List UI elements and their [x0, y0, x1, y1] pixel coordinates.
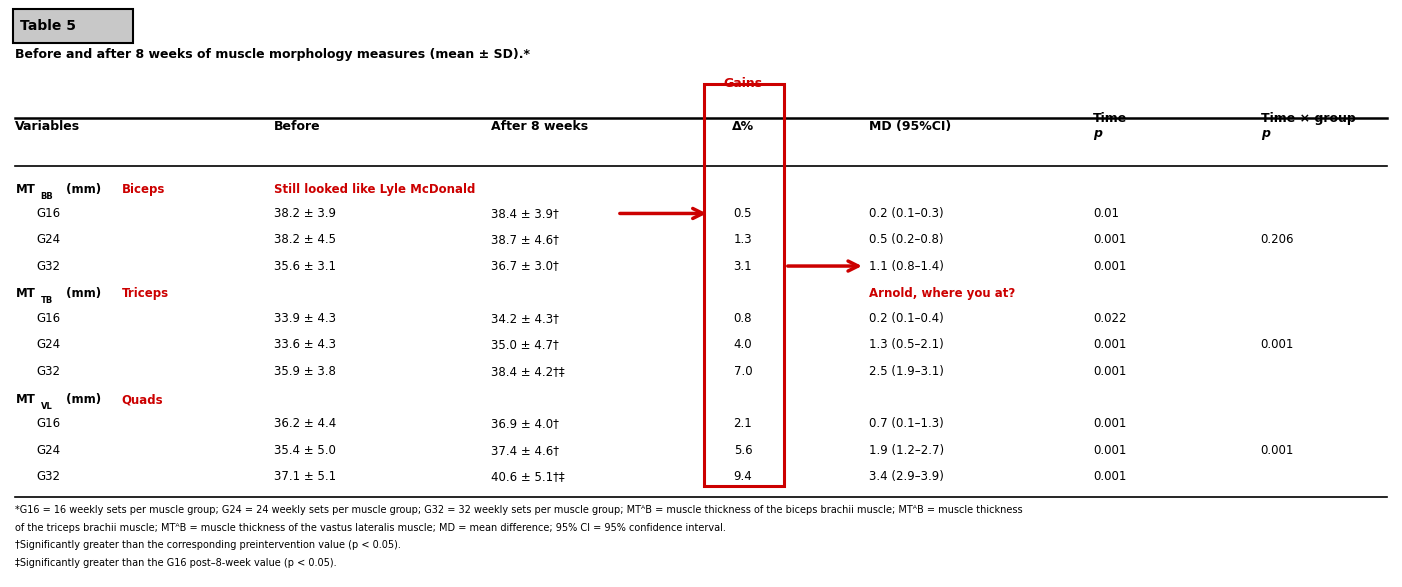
- Text: Variables: Variables: [15, 120, 80, 133]
- Text: Biceps: Biceps: [122, 183, 165, 196]
- Text: Triceps: Triceps: [122, 287, 168, 300]
- Text: 0.001: 0.001: [1092, 339, 1126, 352]
- Text: TB: TB: [41, 296, 53, 305]
- Text: Δ%: Δ%: [732, 120, 754, 133]
- Text: G16: G16: [36, 207, 60, 220]
- Text: (mm): (mm): [62, 287, 105, 300]
- Text: †Significantly greater than the corresponding preintervention value (p < 0.05).: †Significantly greater than the correspo…: [15, 540, 401, 550]
- Text: of the triceps brachii muscle; MTᴬB = muscle thickness of the vastus lateralis m: of the triceps brachii muscle; MTᴬB = mu…: [15, 522, 726, 532]
- Text: 0.001: 0.001: [1092, 417, 1126, 430]
- Text: Quads: Quads: [122, 393, 164, 406]
- Text: G32: G32: [36, 365, 60, 377]
- Text: 0.8: 0.8: [733, 312, 753, 325]
- Text: 38.2 ± 4.5: 38.2 ± 4.5: [275, 233, 336, 247]
- Text: 4.0: 4.0: [733, 339, 753, 352]
- Text: 0.001: 0.001: [1260, 444, 1294, 457]
- Text: Before: Before: [275, 120, 321, 133]
- Text: 0.5: 0.5: [733, 207, 753, 220]
- Text: 38.4 ± 3.9†: 38.4 ± 3.9†: [491, 207, 559, 220]
- Text: 1.1 (0.8–1.4): 1.1 (0.8–1.4): [869, 259, 944, 272]
- Text: 0.001: 0.001: [1092, 233, 1126, 247]
- Text: 35.0 ± 4.7†: 35.0 ± 4.7†: [491, 339, 559, 352]
- Text: 40.6 ± 5.1†‡: 40.6 ± 5.1†‡: [491, 470, 565, 483]
- Text: G24: G24: [36, 444, 60, 457]
- Text: G32: G32: [36, 259, 60, 272]
- FancyBboxPatch shape: [13, 9, 133, 43]
- Text: MT: MT: [15, 393, 35, 406]
- Text: 35.6 ± 3.1: 35.6 ± 3.1: [275, 259, 336, 272]
- Text: 38.7 ± 4.6†: 38.7 ± 4.6†: [491, 233, 559, 247]
- Text: G32: G32: [36, 470, 60, 483]
- Text: 0.022: 0.022: [1092, 312, 1126, 325]
- Text: 9.4: 9.4: [733, 470, 753, 483]
- Text: 2.5 (1.9–3.1): 2.5 (1.9–3.1): [869, 365, 944, 377]
- Text: 0.7 (0.1–1.3): 0.7 (0.1–1.3): [869, 417, 944, 430]
- Text: BB: BB: [41, 192, 53, 201]
- Text: 1.3: 1.3: [733, 233, 753, 247]
- Text: MT: MT: [15, 287, 35, 300]
- Text: 5.6: 5.6: [733, 444, 753, 457]
- Text: Before and after 8 weeks of muscle morphology measures (mean ± SD).*: Before and after 8 weeks of muscle morph…: [15, 48, 530, 61]
- Text: 1.3 (0.5–2.1): 1.3 (0.5–2.1): [869, 339, 944, 352]
- Text: MD (95%CI): MD (95%CI): [869, 120, 951, 133]
- Text: Time: Time: [1092, 112, 1127, 124]
- Text: Gains: Gains: [723, 77, 763, 90]
- Text: 1.9 (1.2–2.7): 1.9 (1.2–2.7): [869, 444, 944, 457]
- Text: 34.2 ± 4.3†: 34.2 ± 4.3†: [491, 312, 559, 325]
- Text: 0.5 (0.2–0.8): 0.5 (0.2–0.8): [869, 233, 944, 247]
- Text: 36.2 ± 4.4: 36.2 ± 4.4: [275, 417, 336, 430]
- Text: 0.001: 0.001: [1092, 259, 1126, 272]
- Text: 0.206: 0.206: [1260, 233, 1294, 247]
- Text: 36.7 ± 3.0†: 36.7 ± 3.0†: [491, 259, 559, 272]
- Text: 37.1 ± 5.1: 37.1 ± 5.1: [275, 470, 336, 483]
- Text: 0.2 (0.1–0.3): 0.2 (0.1–0.3): [869, 207, 944, 220]
- Text: ‡Significantly greater than the G16 post–8-week value (p < 0.05).: ‡Significantly greater than the G16 post…: [15, 558, 336, 568]
- Text: 33.9 ± 4.3: 33.9 ± 4.3: [275, 312, 336, 325]
- Text: G16: G16: [36, 417, 60, 430]
- Text: G24: G24: [36, 339, 60, 352]
- Text: (mm): (mm): [62, 393, 105, 406]
- Text: p: p: [1260, 127, 1270, 140]
- Text: G16: G16: [36, 312, 60, 325]
- Text: 0.001: 0.001: [1092, 365, 1126, 377]
- Text: 0.2 (0.1–0.4): 0.2 (0.1–0.4): [869, 312, 944, 325]
- Text: 0.01: 0.01: [1092, 207, 1119, 220]
- Text: 37.4 ± 4.6†: 37.4 ± 4.6†: [491, 444, 559, 457]
- Text: (mm): (mm): [62, 183, 105, 196]
- Text: 36.9 ± 4.0†: 36.9 ± 4.0†: [491, 417, 559, 430]
- Text: 2.1: 2.1: [733, 417, 753, 430]
- Text: VL: VL: [41, 402, 52, 411]
- Text: 0.001: 0.001: [1260, 339, 1294, 352]
- Text: 35.4 ± 5.0: 35.4 ± 5.0: [275, 444, 336, 457]
- Text: MT: MT: [15, 183, 35, 196]
- Text: Arnold, where you at?: Arnold, where you at?: [869, 287, 1015, 300]
- Text: 38.4 ± 4.2†‡: 38.4 ± 4.2†‡: [491, 365, 565, 377]
- Text: *G16 = 16 weekly sets per muscle group; G24 = 24 weekly sets per muscle group; G: *G16 = 16 weekly sets per muscle group; …: [15, 505, 1023, 515]
- Text: Time × group: Time × group: [1260, 112, 1356, 124]
- Text: 3.4 (2.9–3.9): 3.4 (2.9–3.9): [869, 470, 944, 483]
- Text: 0.001: 0.001: [1092, 470, 1126, 483]
- Text: 33.6 ± 4.3: 33.6 ± 4.3: [275, 339, 336, 352]
- Text: 0.001: 0.001: [1092, 444, 1126, 457]
- Text: 35.9 ± 3.8: 35.9 ± 3.8: [275, 365, 336, 377]
- Text: p: p: [1092, 127, 1102, 140]
- Text: Still looked like Lyle McDonald: Still looked like Lyle McDonald: [275, 183, 475, 196]
- Text: 3.1: 3.1: [733, 259, 753, 272]
- Text: G24: G24: [36, 233, 60, 247]
- Text: After 8 weeks: After 8 weeks: [491, 120, 589, 133]
- Text: Table 5: Table 5: [20, 19, 76, 33]
- Text: 38.2 ± 3.9: 38.2 ± 3.9: [275, 207, 336, 220]
- Text: 7.0: 7.0: [733, 365, 753, 377]
